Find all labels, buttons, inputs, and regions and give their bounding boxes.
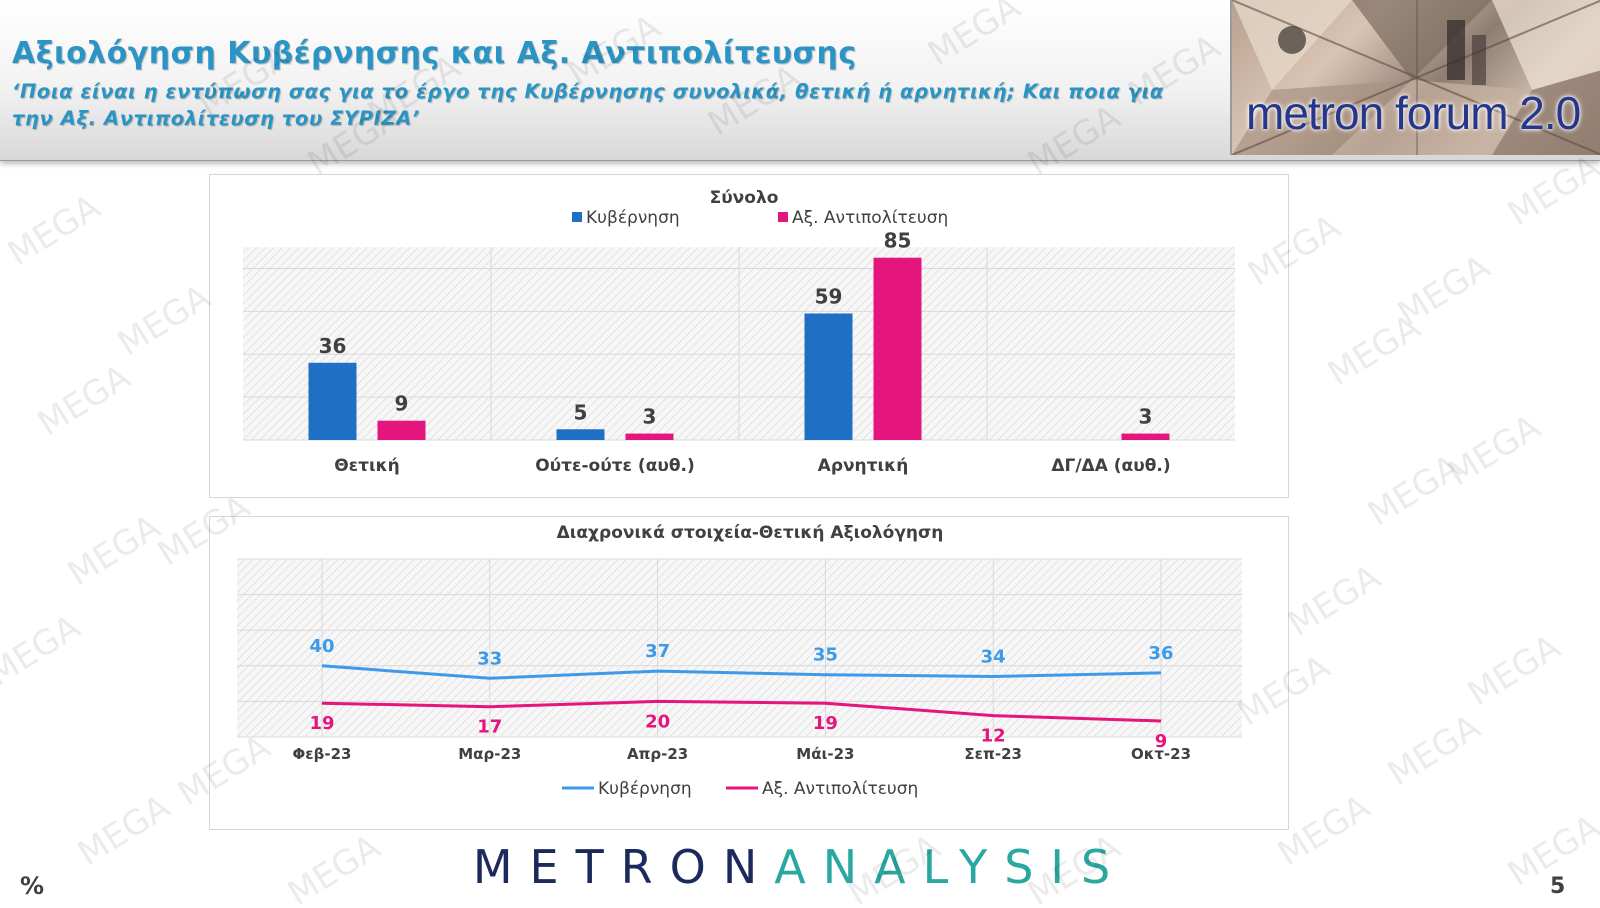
bar: [556, 429, 605, 440]
line-x-label: Φεβ-23: [293, 745, 352, 763]
bar-category-label: Θετική: [334, 456, 400, 476]
line-point-label: 37: [645, 641, 670, 662]
line-chart-panel: Φεβ-23 Μαρ-23 Απρ-23 Μάι-23 Σεπ-23 Οκτ-23 Διαχ…: [209, 516, 1289, 830]
unit-label: %: [20, 872, 45, 900]
bar: [1121, 433, 1170, 440]
bar-value-label: 36: [319, 334, 347, 358]
line-chart-title: Διαχρονικά στοιχεία-Θετική Αξιολόγηση: [557, 523, 944, 543]
bar: [804, 313, 853, 440]
watermark-text: MEGA: [1281, 557, 1387, 644]
line-point-label: 35: [813, 645, 838, 666]
bar-category-label: Ούτε-ούτε (αυθ.): [535, 456, 695, 476]
bar-legend-label: Κυβέρνηση: [586, 208, 680, 228]
line-point-label: 12: [981, 726, 1006, 747]
logo-background-photo: [1232, 0, 1600, 155]
watermark-text: MEGA: [1381, 707, 1487, 794]
bar-value-label: 9: [395, 392, 409, 416]
watermark-text: MEGA: [111, 277, 217, 364]
bar-chart-panel: Σύνολο Κυβέρνηση Αξ. Αντιπολίτευση 36 9 Θετικ…: [209, 174, 1289, 498]
metron-analysis-logo: METRONANALYSIS: [0, 840, 1600, 894]
bar-value-label: 3: [643, 405, 657, 429]
brand-part-a: METRON: [472, 840, 775, 894]
line-x-label: Μαρ-23: [458, 745, 521, 763]
bar-value-label: 5: [574, 400, 588, 424]
line-x-label: Σεπ-23: [964, 745, 1022, 763]
bar-value-label: 59: [815, 284, 843, 308]
bar: [377, 420, 426, 440]
bar-chart: Σύνολο Κυβέρνηση Αξ. Αντιπολίτευση 36 9 Θετικ…: [243, 188, 1235, 476]
line-point-label: 9: [1155, 731, 1168, 752]
bar-category-label: Αρνητική: [818, 456, 909, 476]
line-point-label: 20: [645, 711, 670, 732]
bar-legend-swatch: [778, 212, 788, 222]
bar-legend-label: Αξ. Αντιπολίτευση: [792, 208, 948, 228]
bar-chart-title: Σύνολο: [710, 188, 779, 208]
bar-category-label: ΔΓ/ΔΑ (αυθ.): [1051, 456, 1170, 476]
watermark-text: MEGA: [1391, 247, 1497, 334]
watermark-text: MEGA: [31, 357, 137, 444]
watermark-text: MEGA: [1361, 447, 1467, 534]
watermark-text: MEGA: [1461, 627, 1567, 714]
line-legend-label: Κυβέρνηση: [598, 779, 692, 799]
watermark-text: MEGA: [1441, 407, 1547, 494]
slide-title: Αξιολόγηση Κυβέρνησης και Αξ. Αντιπολίτε…: [12, 36, 857, 71]
line-plot-area: [237, 559, 1242, 737]
logo-text: metron forum 2.0: [1246, 87, 1581, 139]
metron-forum-logo: metron forum 2.0: [1230, 0, 1600, 155]
bar-legend-swatch: [572, 212, 582, 222]
watermark-text: MEGA: [0, 607, 87, 694]
line-x-label: Μάι-23: [796, 745, 854, 763]
slide-subtitle: ‘Ποια είναι η εντύπωση σας για το έργο τ…: [12, 80, 1164, 130]
watermark-text: MEGA: [61, 507, 167, 594]
line-series: [321, 664, 1162, 680]
page-number: 5: [1550, 874, 1566, 899]
line-point-label: 17: [477, 717, 502, 738]
line-legend-label: Αξ. Αντιπολίτευση: [762, 779, 918, 799]
line-point-label: 19: [813, 713, 838, 734]
bar: [873, 257, 922, 440]
line-x-label: Οκτ-23: [1131, 745, 1191, 763]
watermark-text: MEGA: [1, 187, 107, 274]
line-x-label: Απρ-23: [627, 745, 688, 763]
brand-part-b: ANALYSIS: [774, 840, 1128, 894]
bar: [625, 433, 674, 440]
line-point-label: 40: [309, 636, 334, 657]
bar-value-label: 85: [884, 229, 912, 253]
bar: [308, 362, 357, 440]
line-point-label: 33: [477, 648, 502, 669]
watermark-text: MEGA: [1321, 307, 1427, 394]
line-point-label: 19: [309, 713, 334, 734]
bar-value-label: 3: [1139, 405, 1153, 429]
line-series: [321, 699, 1162, 723]
line-point-label: 34: [981, 646, 1006, 667]
line-point-label: 36: [1148, 643, 1173, 664]
line-chart: Φεβ-23 Μαρ-23 Απρ-23 Μάι-23 Σεπ-23 Οκτ-23 Διαχ…: [237, 523, 1242, 799]
